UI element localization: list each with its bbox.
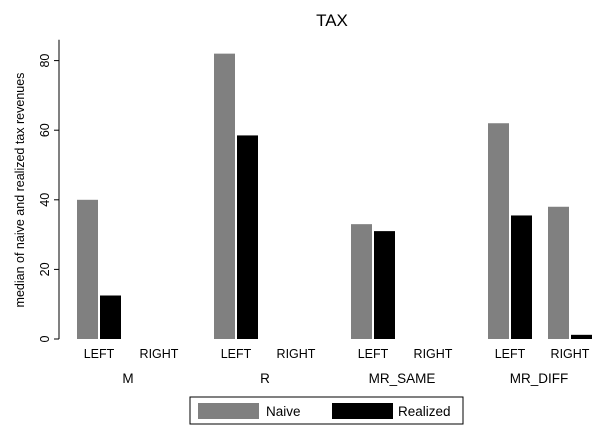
bar-realized	[374, 231, 395, 339]
y-axis: 0 20 40 60 80	[38, 39, 60, 342]
bar-naive	[77, 199, 98, 339]
x-subgroup-label: LEFT	[221, 347, 252, 361]
legend: Naive Realized	[189, 396, 464, 425]
x-axis-labels: LEFT RIGHT M LEFT RIGHT R LEFT RIGHT MR_SAME LEFT…	[84, 347, 590, 386]
y-tick-label: 0	[38, 335, 52, 342]
x-group-label: M	[122, 371, 133, 386]
legend-label-realized: Realized	[398, 404, 451, 419]
legend-label-naive: Naive	[266, 404, 301, 419]
y-tick-label: 80	[38, 54, 52, 68]
x-subgroup-label: RIGHT	[414, 347, 453, 361]
bar-naive	[548, 206, 569, 339]
x-subgroup-label: RIGHT	[277, 347, 316, 361]
x-group-label: MR_DIFF	[510, 371, 569, 386]
x-group-label: R	[260, 371, 270, 386]
bar-realized	[100, 295, 121, 339]
bar-naive	[214, 53, 235, 339]
x-subgroup-label: LEFT	[84, 347, 115, 361]
y-tick-label: 60	[38, 123, 52, 137]
chart-title: TAX	[316, 11, 348, 30]
y-tick-label: 20	[38, 262, 52, 276]
bar-realized	[237, 135, 258, 339]
x-subgroup-label: LEFT	[495, 347, 526, 361]
bar-naive	[351, 224, 372, 339]
bar-realized	[511, 215, 532, 339]
x-subgroup-label: RIGHT	[551, 347, 590, 361]
y-axis-label: median of naive and realized tax revenue…	[13, 73, 27, 308]
legend-swatch-naive	[198, 403, 259, 419]
bars	[77, 53, 592, 340]
y-tick-label: 40	[38, 193, 52, 207]
x-group-label: MR_SAME	[369, 371, 436, 386]
legend-swatch-realized	[332, 403, 393, 419]
bar-naive	[488, 123, 509, 340]
x-subgroup-label: RIGHT	[140, 347, 179, 361]
x-subgroup-label: LEFT	[358, 347, 389, 361]
bar-realized	[571, 334, 592, 339]
